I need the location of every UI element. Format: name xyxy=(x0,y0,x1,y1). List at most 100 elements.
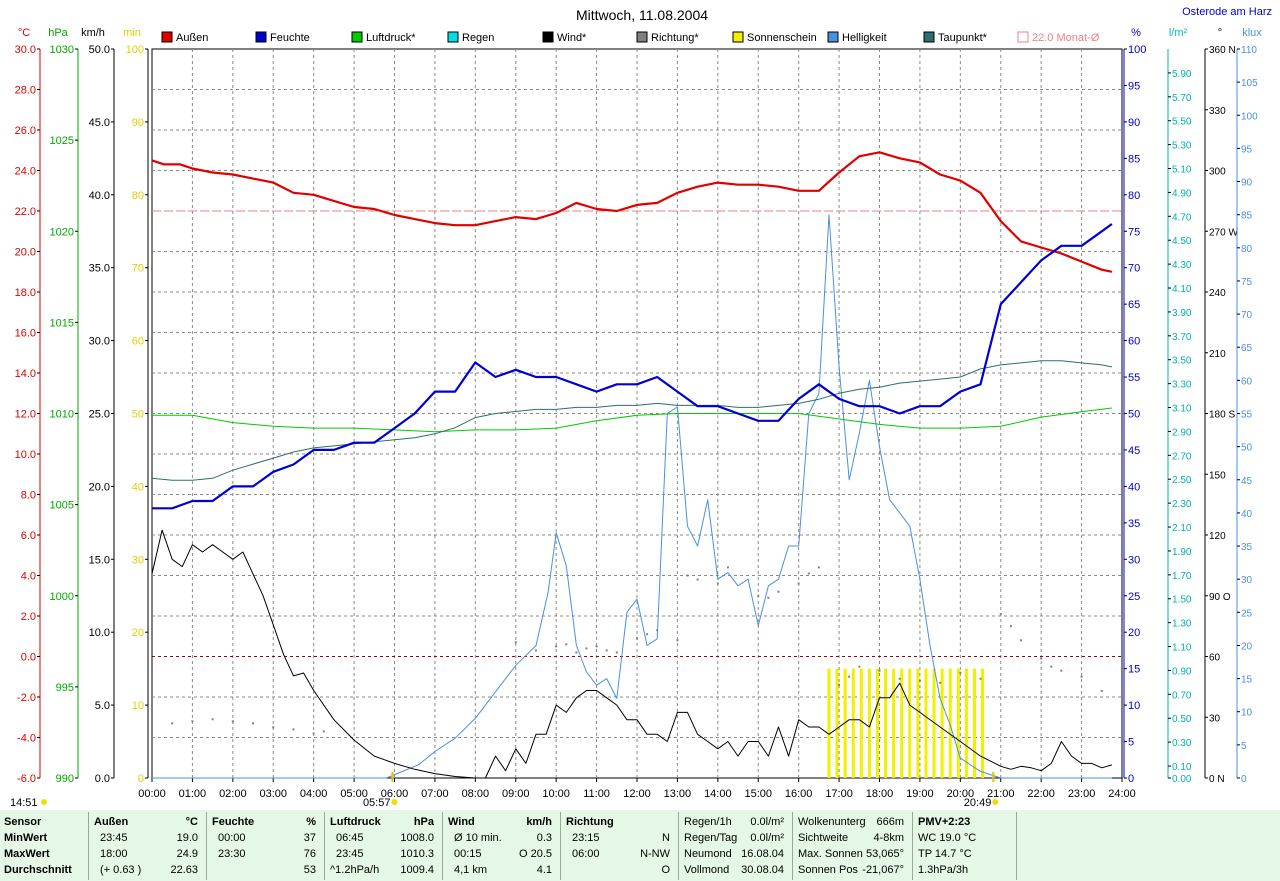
rain-tick-label: 0.90 xyxy=(1172,666,1192,677)
direction-point xyxy=(676,639,679,642)
x-tick-label: 10:00 xyxy=(542,788,570,800)
pressure-trend-value: 1.3hPa/3h xyxy=(918,864,969,876)
pressure-tick-label: 990 xyxy=(56,773,74,785)
series-luftdruck xyxy=(152,407,1112,433)
legend-label: Feuchte xyxy=(270,32,310,44)
rain-tick-label: 3.30 xyxy=(1172,380,1192,391)
direction-point xyxy=(939,681,942,684)
direction-point xyxy=(605,649,608,652)
time-markers: 05:57 20:49 14:51 xyxy=(10,772,999,809)
direction-point xyxy=(585,647,588,650)
direction-point xyxy=(565,643,568,646)
lux-tick-label: 0 xyxy=(1241,774,1247,785)
rain-tick-label: 0.10 xyxy=(1172,762,1192,773)
wind-tick-label: 35.0 xyxy=(89,263,110,275)
richtung-max-value: N-NW xyxy=(640,848,670,860)
wind-tick-label: 40.0 xyxy=(89,190,110,202)
right-axes: 1009590858075706560555045403530252015105… xyxy=(1123,44,1258,785)
rain-tick-label: 3.70 xyxy=(1172,332,1192,343)
sun_minutes-tick-label: 80 xyxy=(132,190,144,202)
humidity-tick-label: 40 xyxy=(1128,481,1140,493)
direction-point xyxy=(1050,665,1053,668)
pressure-tick-label: 1005 xyxy=(50,500,74,512)
sun_minutes-tick-label: 100 xyxy=(126,44,144,56)
aussen-max-time: 18:00 xyxy=(100,848,128,860)
pressure-tick-label: 1015 xyxy=(50,317,74,329)
direction-point xyxy=(959,671,962,674)
humidity-tick-label: 10 xyxy=(1128,700,1140,712)
sonnen-pos-label: Sonnen Pos xyxy=(798,864,858,876)
temp-tick-label: 22.0 xyxy=(15,206,36,218)
direction-point xyxy=(696,578,699,581)
direction-tick-label: 60 xyxy=(1209,653,1221,664)
direction-tick-label: 120 xyxy=(1209,531,1226,542)
series-feuchte xyxy=(152,223,1113,510)
direction-point xyxy=(292,728,295,731)
lux-tick-label: 110 xyxy=(1241,45,1257,56)
direction-point xyxy=(252,722,255,725)
temp-tick-label: 28.0 xyxy=(15,85,36,97)
richtung-max-time: 06:00 xyxy=(572,848,600,860)
rain-tick-label: 1.30 xyxy=(1172,619,1192,630)
wind-tick-label: 25.0 xyxy=(89,409,110,421)
rain-tick-label: 4.10 xyxy=(1172,284,1192,295)
direction-point xyxy=(686,574,689,577)
luftdruck-max-time: 23:45 xyxy=(336,848,364,860)
sun_minutes-tick-label: 60 xyxy=(132,336,144,348)
direction-point xyxy=(1040,657,1043,660)
sun_minutes-tick-label: 30 xyxy=(132,554,144,566)
x-tick-label: 16:00 xyxy=(785,788,813,800)
axis-unit: l/m² xyxy=(1169,27,1188,39)
rain-tick-label: 3.50 xyxy=(1172,356,1192,367)
x-tick-label: 17:00 xyxy=(825,788,853,800)
aussen-max-value: 24.9 xyxy=(176,848,198,860)
legend-label: Richtung* xyxy=(651,32,699,44)
feuchte-unit: % xyxy=(306,816,316,828)
sun_minutes-tick-label: 20 xyxy=(132,627,144,639)
wind-avg-label: Ø 10 min. xyxy=(454,832,502,844)
rain-tick-label: 1.70 xyxy=(1172,571,1192,582)
legend-swatch xyxy=(827,31,839,43)
aussen-min-time: 23:45 xyxy=(100,832,128,844)
richtung-header: Richtung xyxy=(566,816,614,828)
row-label-avg: Durchschnitt xyxy=(4,864,72,876)
temp-tick-label: -4.0 xyxy=(17,733,36,745)
wind-tick-label: 5.0 xyxy=(95,700,110,712)
legend-swatch xyxy=(1017,31,1029,43)
aussen-min-value: 19.0 xyxy=(176,832,198,844)
x-tick-label: 00:00 xyxy=(138,788,166,800)
rain-tick-label: 4.70 xyxy=(1172,212,1192,223)
vollmond-label: Vollmond xyxy=(684,864,730,876)
direction-point xyxy=(797,582,800,585)
temp-tick-label: 10.0 xyxy=(15,449,36,461)
axis-unit: klux xyxy=(1242,27,1262,39)
humidity-tick-label: 80 xyxy=(1128,190,1140,202)
sonnen-pos-value: -21,067° xyxy=(862,864,904,876)
row-label-min: MinWert xyxy=(4,832,48,844)
feuchte-min-value: 37 xyxy=(303,832,316,844)
direction-point xyxy=(555,645,558,648)
vollmond-value: 30.08.04 xyxy=(741,864,784,876)
wind-header: Wind xyxy=(448,816,475,828)
direction-point xyxy=(716,582,719,585)
x-tick-label: 07:00 xyxy=(421,788,449,800)
rain-tick-label: 4.90 xyxy=(1172,188,1192,199)
temp-tick-label: 14.0 xyxy=(15,368,36,380)
direction-point xyxy=(898,677,901,680)
x-tick-label: 06:00 xyxy=(381,788,409,800)
x-tick-label: 23:00 xyxy=(1068,788,1096,800)
luftdruck-column: Luftdruck hPa 06:45 1008.0 23:45 1010.3 ^1.… xyxy=(326,810,440,881)
wind-unit: km/h xyxy=(526,816,552,828)
wind-tick-label: 15.0 xyxy=(89,554,110,566)
rain-tick-label: 1.90 xyxy=(1172,547,1192,558)
direction-point xyxy=(757,594,760,597)
rain-tick-label: 2.30 xyxy=(1172,499,1192,510)
direction-tick-label: 180 S xyxy=(1209,410,1235,421)
humidity-tick-label: 85 xyxy=(1128,153,1140,165)
humidity-tick-label: 25 xyxy=(1128,591,1140,603)
direction-tick-label: 30 xyxy=(1209,713,1221,724)
legend-label: Wind* xyxy=(557,32,587,44)
pressure-tick-label: 1025 xyxy=(50,135,74,147)
luftdruck-min-value: 1008.0 xyxy=(400,832,434,844)
x-tick-label: 11:00 xyxy=(583,788,610,800)
